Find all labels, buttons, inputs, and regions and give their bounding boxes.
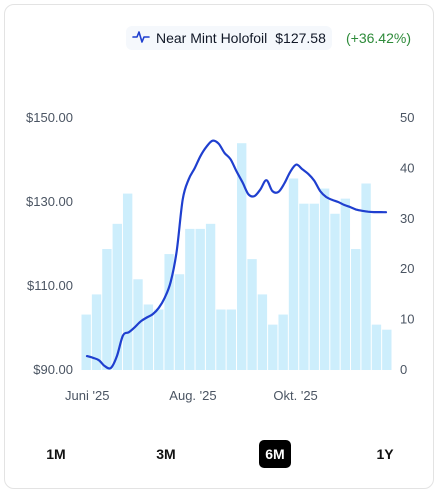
volume-bar (226, 309, 236, 370)
left-axis-tick: $90.00 (33, 362, 73, 377)
volume-bar (371, 324, 382, 370)
current-price: $127.58 (275, 30, 326, 46)
volume-bar (382, 329, 392, 370)
volume-bar (257, 294, 268, 370)
volume-bar (185, 228, 195, 370)
volume-bar (361, 183, 371, 370)
price-chart: $90.00 $110.00 $130.00 $150.00 0 10 20 30 40 50 Ju… (26, 110, 414, 403)
x-axis-tick: Okt. '25 (273, 388, 317, 403)
volume-bar (351, 249, 361, 370)
volume-bar (288, 178, 299, 370)
volume-bar (309, 203, 319, 370)
volume-bar (330, 213, 340, 370)
volume-bar (112, 223, 122, 370)
volume-bar (216, 309, 226, 370)
left-axis-tick: $150.00 (26, 110, 73, 125)
right-axis-tick: 40 (400, 160, 414, 175)
range-tabs: 1M 3M 6M 1Y (0, 440, 439, 470)
volume-bar (164, 254, 174, 370)
left-axis-tick: $130.00 (26, 194, 73, 209)
volume-bar (143, 304, 154, 370)
volume-bar (91, 294, 102, 370)
volume-bar (278, 314, 288, 370)
volume-bar (154, 309, 164, 370)
volume-bar (268, 324, 278, 370)
volume-bar (340, 198, 351, 370)
volume-bar (247, 259, 257, 370)
volume-bar (174, 274, 185, 370)
right-axis-tick: 30 (400, 211, 414, 226)
tab-1y[interactable]: 1Y (376, 446, 394, 462)
volume-bar (81, 314, 91, 370)
volume-bar (237, 143, 247, 370)
volume-bar (122, 193, 133, 370)
x-axis-tick: Aug. '25 (169, 388, 216, 403)
price-change: (+36.42%) (346, 30, 411, 46)
tab-3m[interactable]: 3M (156, 446, 176, 462)
tab-6m[interactable]: 6M (259, 440, 291, 468)
x-axis-tick: Juni '25 (65, 388, 109, 403)
left-axis-tick: $110.00 (27, 278, 73, 293)
tab-1m[interactable]: 1M (46, 446, 66, 462)
series-legend[interactable]: Near Mint Holofoil $127.58 (126, 26, 332, 50)
right-axis-tick: 20 (400, 261, 414, 276)
right-axis-tick: 50 (400, 110, 414, 125)
volume-bar (319, 188, 330, 370)
right-axis-tick: 10 (400, 312, 414, 327)
series-name: Near Mint Holofoil (156, 30, 268, 46)
volume-bar (102, 249, 112, 370)
volume-bar (195, 228, 205, 370)
volume-bar (299, 203, 309, 370)
volume-bar (205, 223, 216, 370)
right-axis-tick: 0 (400, 362, 407, 377)
price-line (85, 139, 388, 370)
pulse-line-icon (132, 30, 150, 47)
